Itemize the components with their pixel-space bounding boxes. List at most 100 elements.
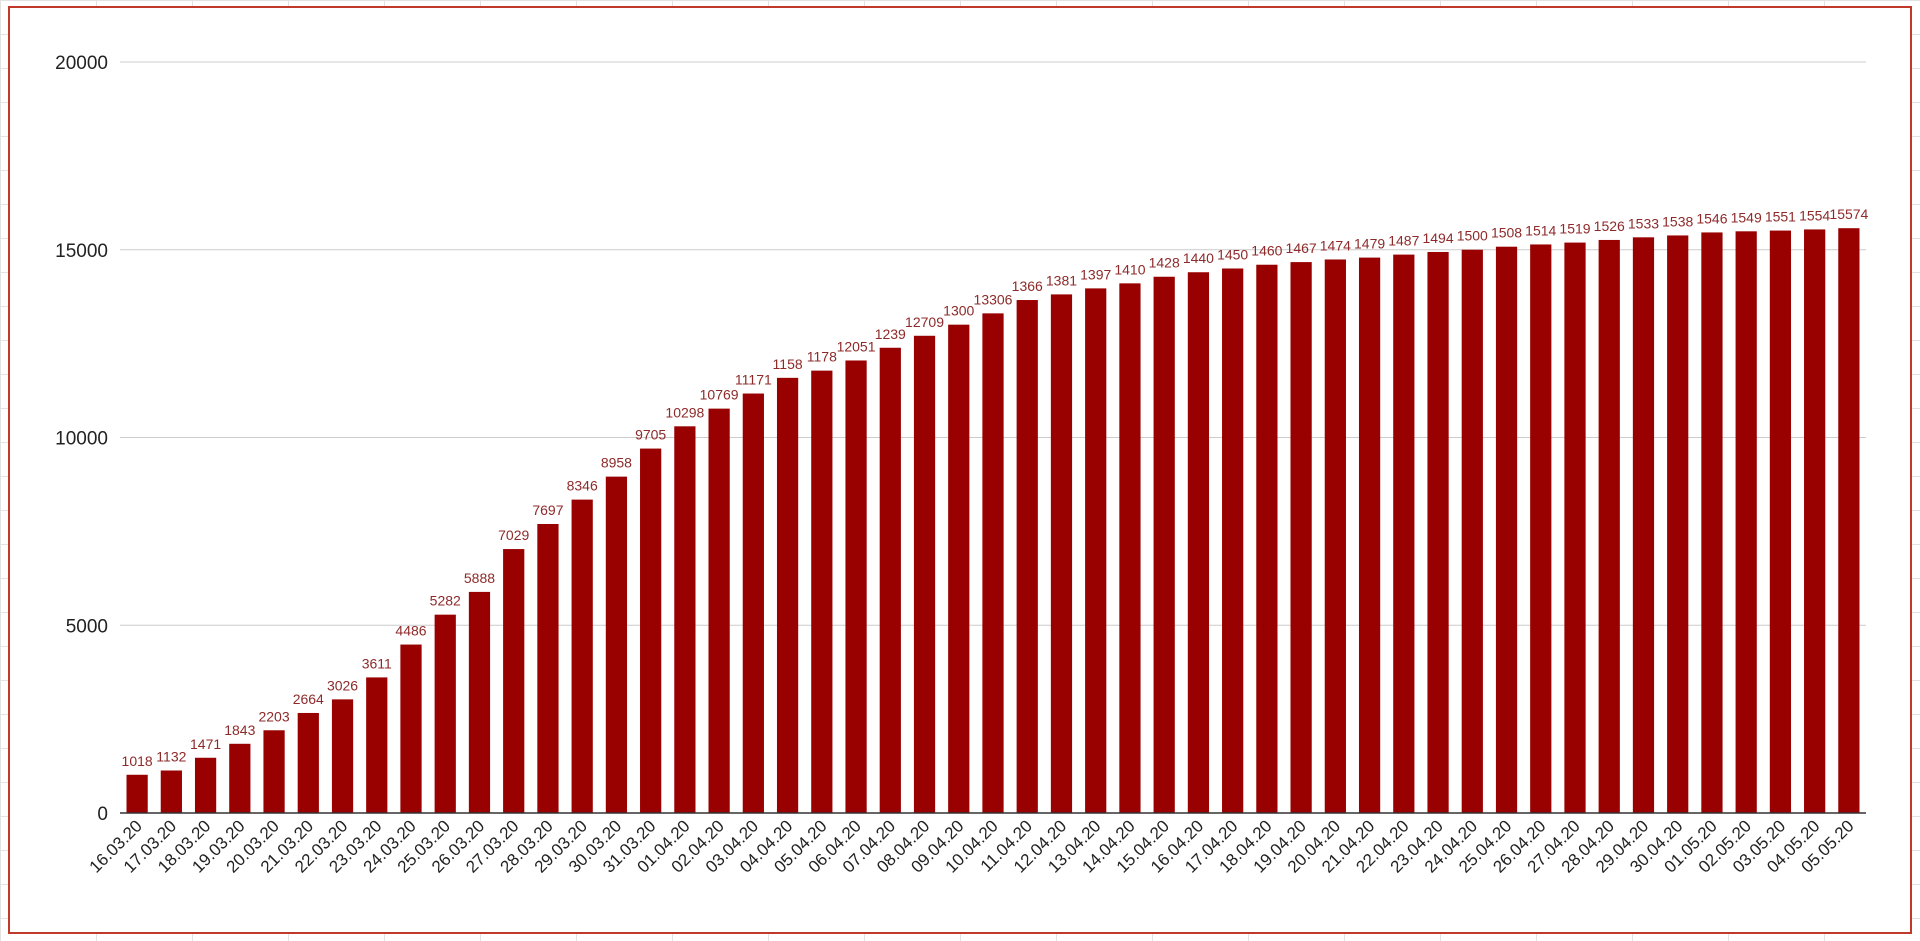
- data-label: 7029: [498, 527, 529, 543]
- bar[interactable]: [434, 614, 456, 813]
- bar[interactable]: [160, 770, 182, 813]
- bar[interactable]: [640, 448, 662, 813]
- data-label: 1460: [1251, 243, 1282, 259]
- bar[interactable]: [1804, 229, 1826, 814]
- data-label: 1554: [1799, 207, 1830, 223]
- data-label: 1397: [1080, 266, 1111, 282]
- data-labels: 1018 113214711843220326643026361144865282…: [122, 206, 1869, 769]
- bar[interactable]: [1085, 288, 1107, 814]
- bar[interactable]: [194, 757, 217, 813]
- data-label: 1508: [1491, 225, 1522, 241]
- data-label: 1549: [1731, 209, 1762, 225]
- bar[interactable]: [1427, 251, 1449, 813]
- data-label: 1487: [1388, 233, 1419, 249]
- bar[interactable]: [1667, 235, 1689, 813]
- data-label: 1551: [1765, 209, 1796, 225]
- bar[interactable]: [126, 774, 148, 813]
- data-label: 15574: [1829, 206, 1868, 222]
- data-label: 5282: [430, 593, 461, 609]
- bar[interactable]: [1358, 257, 1381, 813]
- data-label: 1526: [1594, 218, 1625, 234]
- y-tick-label: 5000: [66, 616, 108, 637]
- bar[interactable]: [468, 591, 491, 813]
- bar[interactable]: [1838, 228, 1860, 814]
- bar[interactable]: [1222, 268, 1244, 814]
- bar[interactable]: [879, 347, 901, 813]
- data-label: 8958: [601, 455, 632, 471]
- bar[interactable]: [1632, 237, 1655, 814]
- data-label: 1471: [190, 736, 221, 752]
- bar[interactable]: [1530, 244, 1552, 813]
- data-label: 1538: [1662, 213, 1693, 229]
- data-label: 1500: [1457, 228, 1488, 244]
- y-tick-label: 15000: [55, 241, 108, 262]
- data-label: 1300: [943, 303, 974, 319]
- data-label: 1479: [1354, 236, 1385, 252]
- data-label: 1514: [1525, 222, 1556, 238]
- bar[interactable]: [1735, 231, 1757, 814]
- bar[interactable]: [605, 476, 628, 813]
- data-label: 5888: [464, 570, 495, 586]
- data-label: 1366: [1012, 278, 1043, 294]
- y-axis-ticks: 0 5000 10000 15000 20000: [55, 53, 108, 825]
- bar[interactable]: [845, 360, 867, 813]
- bar[interactable]: [537, 523, 559, 813]
- data-label: 1474: [1320, 237, 1351, 253]
- bar[interactable]: [571, 499, 593, 813]
- bar[interactable]: [1153, 276, 1175, 814]
- bar[interactable]: [1461, 249, 1483, 813]
- x-axis-ticks: 16.03.2017.03.2018.03.2019.03.2020.03.20…: [86, 816, 1858, 876]
- data-label: 1018: [122, 753, 153, 769]
- y-tick-label: 10000: [55, 429, 108, 450]
- bars: [126, 228, 1860, 814]
- bar[interactable]: [1119, 283, 1141, 813]
- bar[interactable]: [1701, 232, 1723, 813]
- bar[interactable]: [366, 677, 388, 813]
- data-label: 3611: [362, 655, 392, 671]
- data-label: 1428: [1149, 255, 1180, 271]
- bar[interactable]: [263, 730, 285, 813]
- data-label: 8346: [567, 478, 598, 494]
- bar[interactable]: [331, 699, 354, 813]
- bar[interactable]: [1290, 262, 1312, 813]
- bar[interactable]: [742, 393, 764, 813]
- data-label: 1494: [1422, 230, 1453, 246]
- bar[interactable]: [982, 313, 1004, 813]
- data-label: 12051: [837, 338, 876, 354]
- data-label: 1440: [1183, 250, 1214, 266]
- bar[interactable]: [811, 370, 833, 813]
- data-label: 13306: [974, 291, 1013, 307]
- bar[interactable]: [674, 426, 696, 813]
- data-label: 1158: [773, 356, 803, 372]
- data-label: 9705: [635, 427, 666, 443]
- bar[interactable]: [776, 377, 799, 813]
- data-label: 1519: [1559, 221, 1590, 237]
- bar[interactable]: [1769, 230, 1792, 813]
- bar[interactable]: [297, 712, 319, 813]
- bar[interactable]: [708, 408, 730, 813]
- data-label: 1178: [807, 349, 837, 365]
- data-label: 1450: [1217, 246, 1248, 262]
- bar[interactable]: [913, 335, 936, 813]
- data-label: 1132: [156, 748, 186, 764]
- y-tick-label: 20000: [55, 53, 108, 74]
- y-tick-label: 0: [97, 804, 108, 825]
- bar[interactable]: [400, 644, 422, 813]
- bar[interactable]: [1495, 246, 1518, 814]
- bar[interactable]: [1564, 242, 1586, 814]
- bar[interactable]: [229, 743, 251, 813]
- bar[interactable]: [1016, 300, 1038, 814]
- bar[interactable]: [1187, 272, 1210, 814]
- bar[interactable]: [1393, 254, 1415, 814]
- data-label: 1843: [224, 722, 255, 738]
- bar[interactable]: [503, 549, 525, 813]
- bar[interactable]: [1598, 239, 1620, 813]
- bar[interactable]: [948, 324, 970, 813]
- data-label: 7697: [532, 502, 563, 518]
- bar[interactable]: [1324, 259, 1346, 813]
- bar[interactable]: [1256, 264, 1278, 814]
- data-label: 3026: [327, 677, 358, 693]
- data-label: 1410: [1114, 261, 1145, 277]
- bar[interactable]: [1050, 294, 1073, 813]
